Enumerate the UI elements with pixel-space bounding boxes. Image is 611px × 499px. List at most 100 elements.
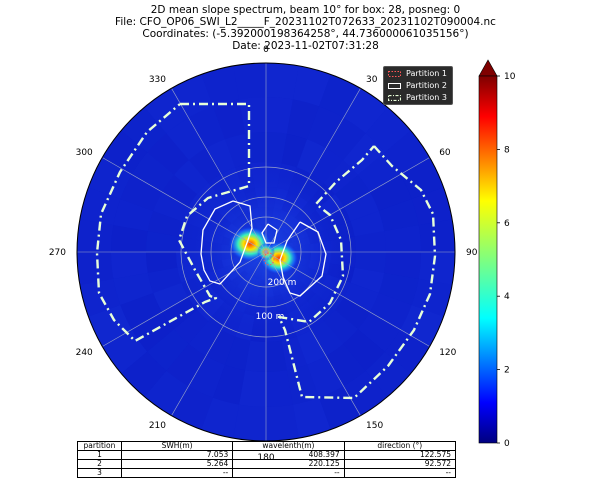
spectrum-cell	[120, 293, 163, 330]
table-row: 1 7.053 408.397 122.575	[77, 450, 457, 460]
spectrum-cell	[147, 133, 189, 175]
spectrum-cell	[343, 329, 385, 371]
spectrum-cell	[378, 272, 419, 306]
spectrum-cell	[281, 133, 308, 168]
spectrum-cell	[78, 187, 121, 226]
spectrum-cell	[418, 252, 455, 285]
spectrum-cell	[350, 210, 385, 237]
partition-3-contour-se	[277, 145, 437, 400]
spectrum-cell	[326, 343, 366, 387]
spectrum-cell	[212, 364, 246, 405]
table-cell: 5.264	[120, 459, 234, 469]
spectrum-cell	[286, 99, 320, 140]
angle-tick-label: 330	[149, 75, 166, 85]
table-header-row: partition SWH(m) wavelenth(m) direction …	[77, 441, 457, 451]
spectrum-cell	[87, 305, 132, 347]
spectrum-cell	[147, 267, 182, 294]
angle-tick-label: 60	[439, 148, 451, 158]
spectrum-cell	[188, 355, 225, 398]
spectrum-cell	[212, 99, 246, 140]
radial-label: 100 m	[256, 312, 285, 322]
legend-swatch-partition-1	[388, 71, 401, 77]
spectrum-cell	[286, 364, 320, 405]
angle-tick-label: 90	[466, 248, 478, 258]
legend-item-partition-3: Partition 3	[388, 92, 452, 104]
spectrum-cell	[224, 133, 251, 168]
spectrum-cell	[77, 252, 114, 285]
spectrum-cell	[233, 63, 266, 100]
colorbar-gradient	[478, 75, 498, 444]
spectrum-cell	[384, 225, 421, 252]
spectrum-cell	[400, 157, 445, 199]
spectrum-cell	[111, 252, 148, 279]
partition-table: partition SWH(m) wavelenth(m) direction …	[77, 441, 457, 478]
spectrum-cell	[113, 272, 154, 306]
spectrum-cell	[319, 73, 361, 118]
legend-label-partition-2: Partition 2	[406, 81, 447, 90]
spectrum-cell	[239, 370, 266, 408]
spectrum-cell	[307, 355, 344, 398]
spectrum-cell	[201, 397, 240, 440]
legend: Partition 1 Partition 2 Partition 3	[383, 66, 453, 105]
colorbar-tick-label: 10	[504, 72, 516, 82]
spectrum-cell	[326, 117, 366, 161]
spectrum-cell	[171, 386, 213, 431]
title-line-3: Coordinates: (-5.392000198364258°, 44.73…	[142, 28, 469, 40]
legend-label-partition-1: Partition 1	[406, 69, 447, 78]
spectrum-cell	[147, 329, 189, 371]
angle-tick-label: 270	[49, 248, 66, 258]
partition-2-contour-center	[261, 223, 278, 244]
spectrum-cell	[369, 174, 412, 211]
spectrum-cell	[120, 174, 163, 211]
radial-label: 200 m	[268, 278, 297, 288]
spectrum-cell	[146, 231, 178, 252]
spectrum-cell	[188, 106, 225, 149]
table-row: 3 -- -- --	[77, 468, 457, 478]
spectrum-cell	[384, 252, 421, 279]
legend-label-partition-3: Partition 3	[406, 93, 447, 102]
spectrum-cell	[166, 343, 206, 387]
table-row: 2 5.264 220.125 92.572	[77, 459, 457, 469]
table-cell: --	[343, 468, 457, 478]
angle-tick-label: 240	[76, 348, 93, 358]
table-cell: --	[120, 468, 234, 478]
partition-2-contour-west	[200, 200, 253, 285]
partition-1-contour	[263, 252, 275, 266]
spectrum-cell	[166, 117, 206, 161]
title-line-4: Date: 2023-11-02T07:31:28	[232, 40, 379, 52]
colorbar-tick-label: 2	[504, 366, 510, 376]
spectrum-cell	[266, 340, 287, 372]
spectrum-cell	[307, 106, 344, 149]
angle-tick-label: 150	[366, 421, 383, 431]
spectrum-cell	[266, 97, 293, 134]
spectrum-cell	[245, 132, 266, 164]
spectrum-cell	[266, 404, 299, 441]
spectrum-cell	[147, 210, 182, 237]
colorbar-tick-label: 0	[504, 439, 510, 449]
spectrum-cell	[239, 97, 266, 134]
table-cell: 3	[77, 468, 122, 478]
spectrum-cell	[78, 278, 121, 317]
spectrum-cell	[418, 219, 455, 252]
colorbar-tick-label: 4	[504, 292, 510, 302]
spectrum-cell	[266, 370, 293, 408]
colorbar-tick-label: 8	[504, 145, 510, 155]
spectrum-cell	[357, 312, 401, 352]
colorbar: 0 2 4 6 8 10	[478, 59, 516, 449]
legend-swatch-partition-2	[388, 83, 401, 89]
legend-swatch-partition-3	[388, 95, 401, 101]
grid-spoke	[171, 88, 361, 416]
spectrum-cell	[131, 152, 175, 192]
spectrum-cell	[266, 132, 287, 164]
legend-item-partition-2: Partition 2	[388, 80, 452, 92]
spectrum-cell	[224, 336, 251, 371]
table-cell: 220.125	[232, 459, 345, 469]
spectrum-cell	[292, 397, 331, 440]
spectrum-cell	[411, 278, 454, 317]
spectrum-cell	[233, 404, 266, 441]
spectrum-cell	[281, 336, 308, 371]
angle-tick-label: 30	[366, 75, 378, 85]
spectrum-cell	[111, 225, 148, 252]
partition-3-contour-nw	[95, 102, 251, 343]
